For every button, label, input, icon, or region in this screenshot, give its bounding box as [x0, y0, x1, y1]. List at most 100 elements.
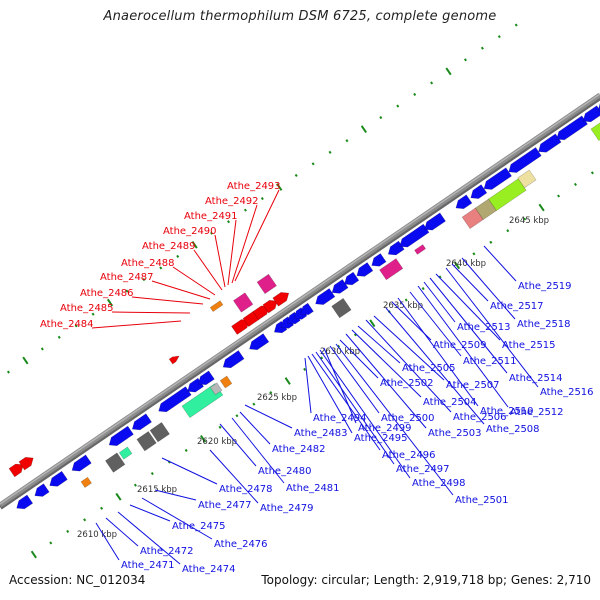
inner-tick-mark: [284, 377, 291, 385]
inner-tick-mark: [133, 483, 137, 487]
kbp-scale-label: 2640 kbp: [446, 259, 486, 269]
reverse-gene-label: Athe_2477: [198, 500, 252, 511]
reverse-label-leader: [319, 349, 411, 479]
inner-tick-mark: [66, 529, 70, 533]
outer-tick-mark: [260, 197, 264, 201]
reverse-label-leader: [244, 404, 293, 429]
reverse-gene-label: Athe_2512: [510, 407, 564, 418]
accession-text: Accession: NC_012034: [9, 573, 146, 587]
reverse-label-leader: [329, 345, 380, 414]
inner-tick-mark: [523, 217, 527, 221]
forward-gene-label: Athe_2487: [100, 272, 154, 283]
outer-tick-mark: [6, 370, 10, 374]
reverse-label-leader: [351, 329, 422, 398]
genome-summary-text: Topology: circular; Length: 2,919,718 bp…: [261, 573, 591, 587]
forward-label-leader: [151, 280, 211, 300]
reverse-gene-label: Athe_2497: [396, 464, 450, 475]
map-title: Anaerocellum thermophilum DSM 6725, comp…: [103, 9, 497, 24]
reverse-gene-label: Athe_2483: [294, 428, 348, 439]
reverse-label-leader: [161, 457, 218, 485]
outer-tick-mark: [125, 289, 129, 293]
outer-tick-mark: [176, 254, 180, 258]
reverse-label-leader: [129, 504, 171, 522]
reverse-label-leader: [311, 353, 381, 451]
reverse-gene-cds: [470, 184, 488, 199]
reverse-label-leader: [423, 281, 456, 323]
inner-tick-mark: [49, 541, 53, 545]
reverse-gene-label: Athe_2475: [172, 521, 226, 532]
feature-magenta: [256, 273, 277, 295]
forward-label-leader: [214, 234, 226, 288]
reverse-gene-label: Athe_2517: [490, 301, 544, 312]
outer-tick-mark: [360, 125, 367, 134]
inner-tick-mark: [369, 319, 376, 328]
reverse-gene-cds: [249, 333, 270, 351]
kbp-scale-label: 2610 kbp: [77, 530, 117, 540]
inner-tick-mark: [353, 333, 357, 337]
forward-label-leader: [111, 311, 191, 314]
reverse-label-leader: [429, 277, 508, 374]
outer-tick-mark: [445, 67, 452, 76]
reverse-gene-cds: [356, 262, 374, 277]
reverse-gene-label: Athe_2496: [382, 450, 436, 461]
reverse-label-leader: [315, 351, 395, 465]
rna-feature: [136, 431, 157, 452]
outer-tick-mark: [210, 231, 214, 235]
outer-tick-mark: [276, 183, 283, 191]
forward-label-leader: [131, 296, 204, 305]
forward-label-leader: [193, 249, 223, 291]
forward-gene-label: Athe_2490: [163, 226, 217, 237]
reverse-label-leader: [373, 315, 445, 381]
reverse-label-leader: [397, 297, 479, 407]
inner-tick-mark: [252, 402, 256, 406]
forward-gene-cds: [18, 456, 34, 471]
forward-gene-cds: [272, 292, 290, 307]
forward-gene-label: Athe_2484: [40, 319, 94, 330]
outer-tick-mark: [463, 58, 467, 62]
forward-gene-label: Athe_2486: [80, 288, 134, 299]
reverse-label-leader: [435, 273, 501, 341]
forward-gene-label: Athe_2492: [205, 196, 259, 207]
rna-feature: [149, 422, 170, 443]
forward-gene-label: Athe_2488: [121, 258, 175, 269]
reverse-gene-label: Athe_2481: [286, 483, 340, 494]
outer-tick-mark: [226, 220, 230, 224]
forward-label-leader: [227, 219, 237, 286]
reverse-label-leader: [409, 291, 462, 357]
inner-tick-mark: [320, 356, 324, 360]
inner-tick-mark: [184, 448, 188, 453]
reverse-gene-cds: [108, 425, 134, 447]
reverse-gene-label: Athe_2495: [354, 433, 408, 444]
forward-gene-cds: [8, 463, 24, 478]
reverse-gene-cds: [424, 212, 446, 231]
reverse-gene-label: Athe_2507: [446, 380, 500, 391]
reverse-gene-cds: [344, 271, 360, 286]
reverse-gene-label: Athe_2471: [121, 560, 175, 571]
reverse-gene-label: Athe_2506: [453, 412, 507, 423]
reverse-gene-label: Athe_2494: [313, 413, 367, 424]
reverse-gene-label: Athe_2508: [486, 424, 540, 435]
reverse-gene-label: Athe_2511: [463, 356, 517, 367]
reverse-label-leader: [483, 245, 517, 282]
reverse-label-leader: [95, 522, 120, 561]
forward-label-leader: [91, 320, 182, 329]
reverse-gene-label: Athe_2482: [272, 444, 326, 455]
inner-tick-mark: [557, 194, 561, 198]
reverse-label-leader: [239, 411, 271, 445]
inner-tick-mark: [269, 391, 273, 395]
feature-silver: [209, 382, 223, 396]
inner-tick-mark: [200, 435, 207, 443]
outer-tick-mark: [497, 35, 501, 39]
outer-tick-mark: [22, 356, 29, 365]
feature-pale-yellow: [517, 169, 537, 189]
reverse-gene-cds: [71, 454, 92, 472]
reverse-gene-cds: [131, 413, 153, 431]
reverse-label-leader: [323, 347, 357, 424]
inner-tick-mark: [573, 182, 577, 186]
reverse-gene-label: Athe_2474: [182, 564, 236, 575]
kbp-scale-label: 2635 kbp: [383, 301, 423, 311]
inner-tick-mark: [235, 414, 239, 418]
inner-tick-mark: [30, 550, 37, 559]
outer-tick-mark: [57, 335, 61, 339]
reverse-gene-label: Athe_2513: [457, 322, 511, 333]
